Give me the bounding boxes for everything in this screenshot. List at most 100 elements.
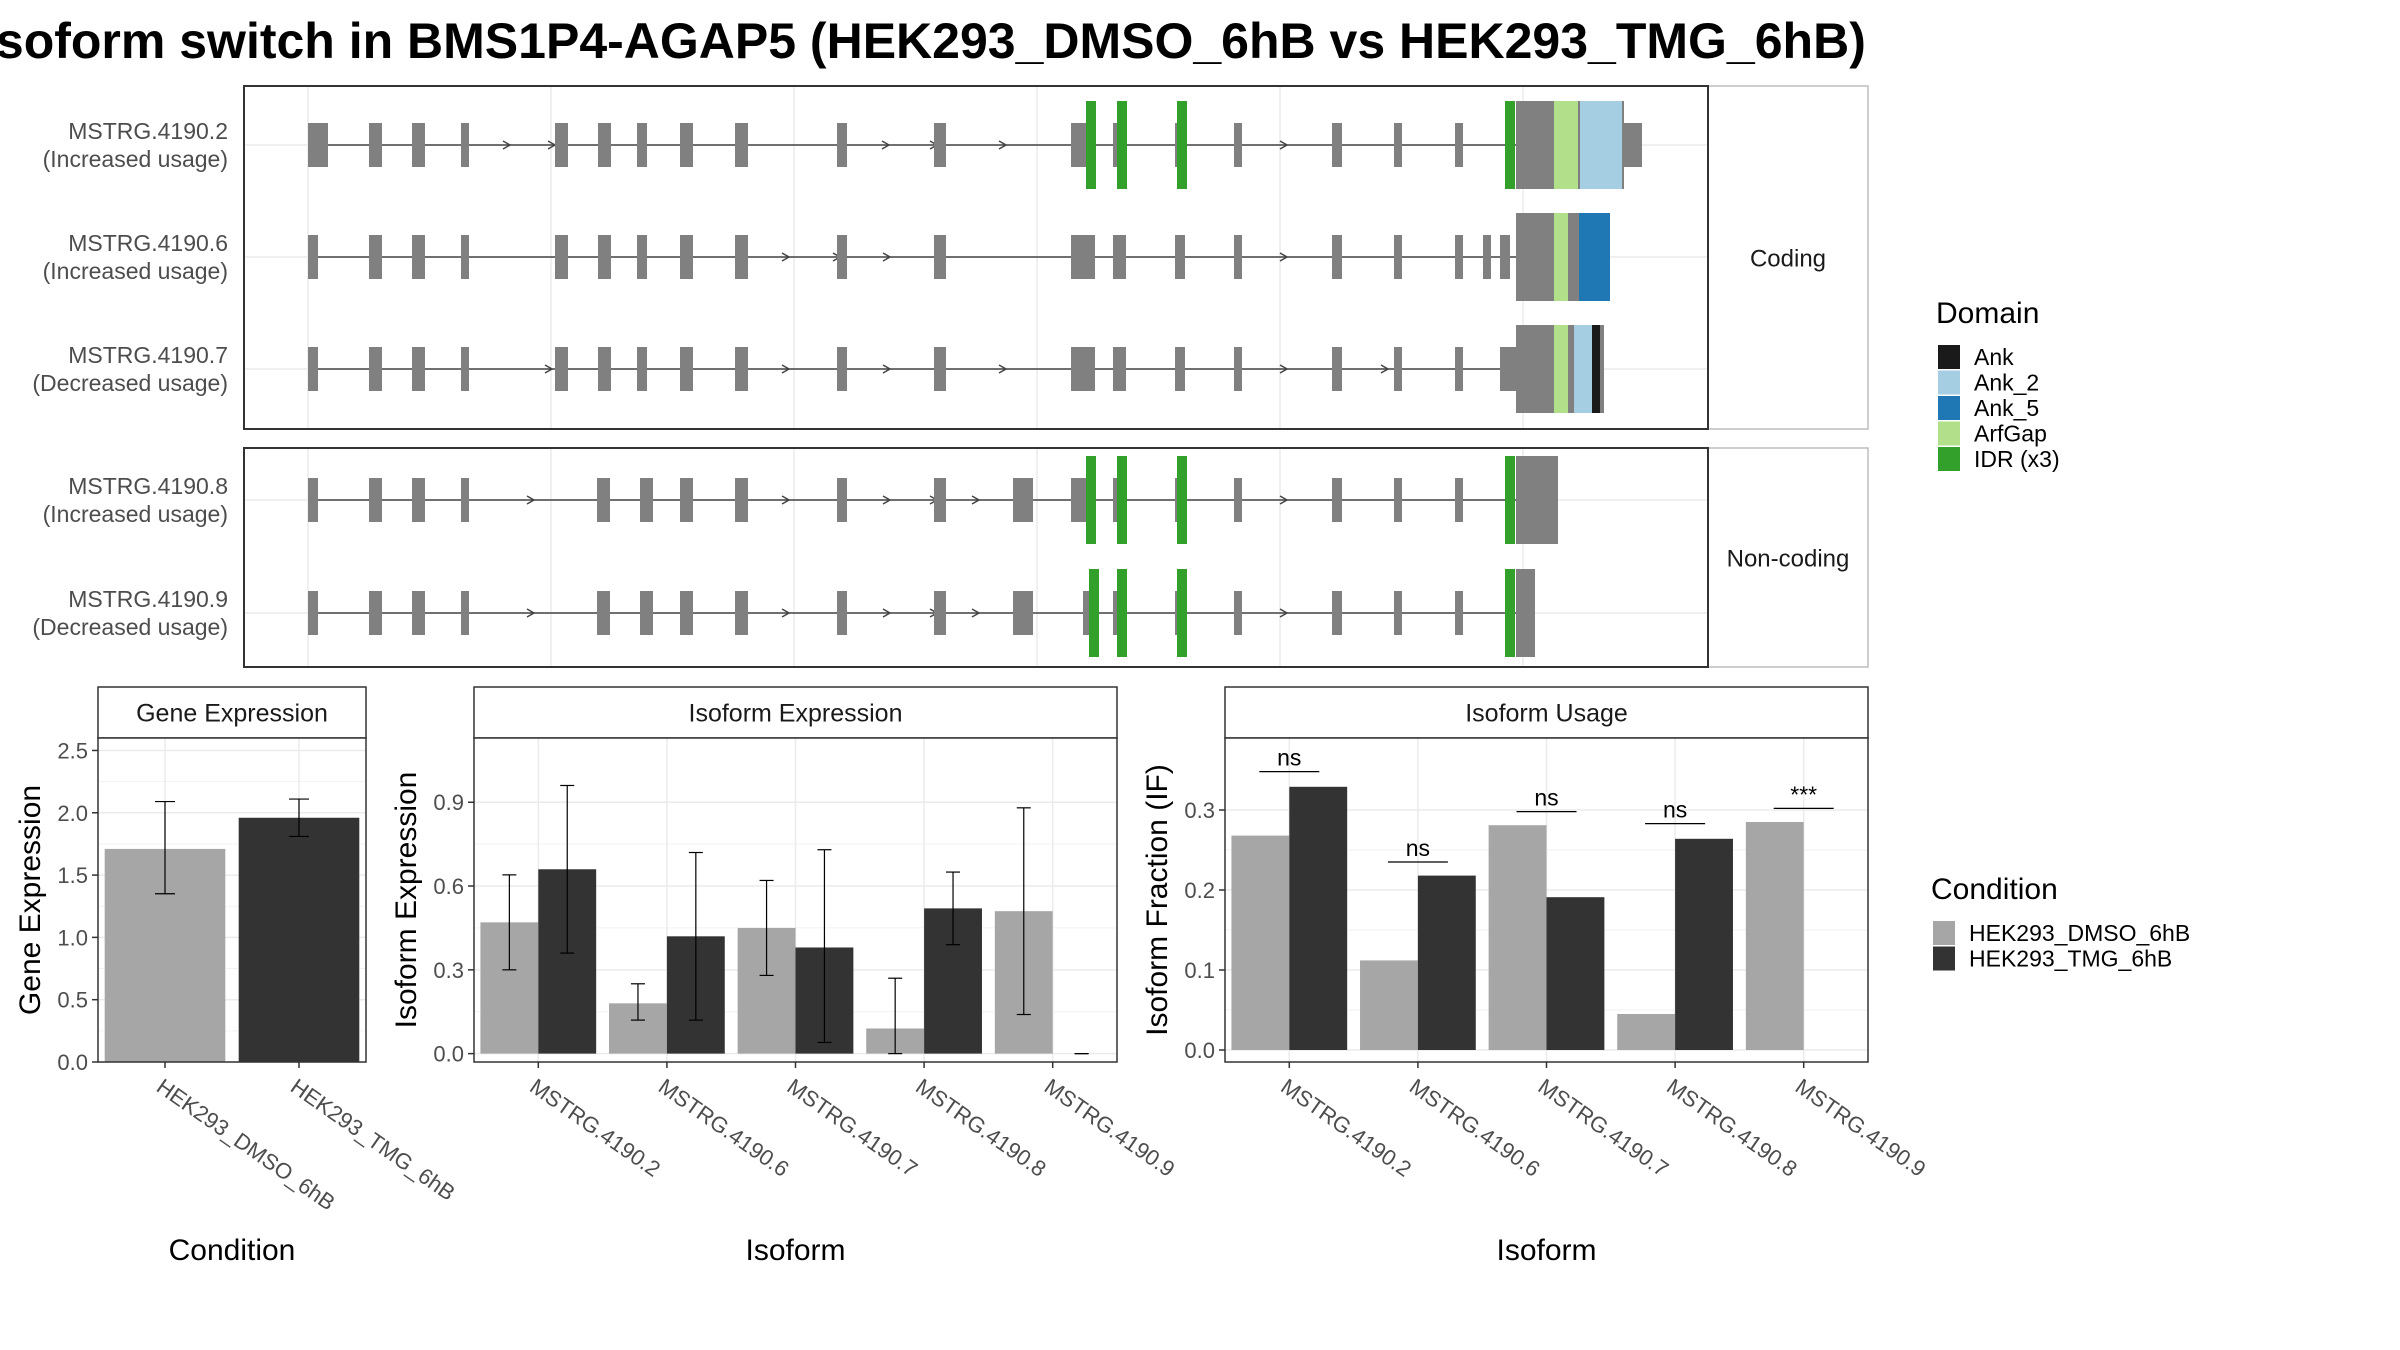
strip-label: Coding	[1750, 246, 1826, 273]
exon	[412, 591, 425, 635]
panel-strip	[473, 686, 1118, 739]
exon	[412, 347, 425, 391]
exon	[412, 235, 425, 279]
idr-domain	[1117, 456, 1127, 544]
y-tick-label: 2.5	[57, 738, 88, 763]
x-tick-label: MSTRG.4190.8	[1662, 1074, 1802, 1182]
strand-arrow	[781, 495, 791, 505]
isoform-usage-chart: Isoform Usage 0.0 0.1 0.2 0.3 ns ns ns ns *** MSTR…	[1141, 686, 1931, 1267]
exon	[308, 347, 318, 391]
strand-arrow	[971, 608, 981, 618]
exon	[934, 478, 946, 522]
strand-arrow	[1279, 364, 1289, 374]
domain-legend-label: Ank_2	[1974, 370, 2039, 396]
exon	[1455, 235, 1463, 279]
exon	[1455, 347, 1463, 391]
domain-legend-label: Ank_5	[1974, 395, 2039, 421]
strand-arrow	[781, 364, 791, 374]
significance-label: ns	[1663, 797, 1687, 823]
bar	[1231, 835, 1290, 1050]
strand-arrow	[526, 608, 536, 618]
exon	[1332, 591, 1342, 635]
significance-label: ns	[1277, 745, 1301, 771]
exon	[1234, 347, 1242, 391]
exon	[1332, 347, 1342, 391]
panel-title: Isoform Usage	[1465, 700, 1628, 728]
exon	[461, 478, 469, 522]
x-tick-label: MSTRG.4190.7	[1534, 1074, 1674, 1182]
condition-legend-label: HEK293_DMSO_6hB	[1969, 920, 2190, 946]
legend-swatch	[1933, 946, 1955, 971]
bar	[1745, 822, 1804, 1050]
transcript-name: MSTRG.4190.7	[68, 342, 228, 368]
exon	[1516, 213, 1554, 301]
gene-expression-chart: Gene Expression0.00.51.01.52.02.5HEK293_…	[14, 686, 460, 1267]
transcript-name: MSTRG.4190.6	[68, 230, 228, 256]
legend-swatch	[1933, 921, 1955, 945]
exon	[640, 478, 653, 522]
exon	[1332, 235, 1342, 279]
strand-arrow	[1279, 140, 1289, 150]
panel-border	[243, 85, 1709, 430]
significance-label: ***	[1790, 781, 1817, 807]
exon	[1516, 456, 1558, 544]
exon	[837, 478, 847, 522]
transcript-usage: (Increased usage)	[43, 258, 228, 284]
y-tick-label: 0.1	[1184, 958, 1215, 983]
exon	[1394, 123, 1402, 167]
panel-title: Isoform Expression	[689, 700, 903, 728]
x-tick-label: MSTRG.4190.2	[1276, 1074, 1416, 1182]
bar	[1417, 875, 1476, 1050]
exon	[1622, 123, 1642, 167]
transcript-usage: (Increased usage)	[43, 501, 228, 527]
domain-legend-title: Domain	[1936, 297, 2039, 330]
transcript-name: MSTRG.4190.8	[68, 473, 228, 499]
transcript-name: MSTRG.4190.9	[68, 586, 228, 612]
exon	[680, 478, 693, 522]
idr-domain	[1177, 569, 1187, 657]
exon	[555, 123, 568, 167]
exon	[1568, 213, 1579, 301]
bar	[1488, 825, 1547, 1050]
y-tick-label: 0.0	[57, 1050, 88, 1075]
protein-domain	[1579, 213, 1610, 301]
y-axis-title: Isoform Expression	[390, 772, 423, 1029]
strand-arrow	[998, 140, 1008, 150]
exon	[598, 347, 611, 391]
legend-swatch	[1938, 447, 1960, 471]
exon	[735, 347, 748, 391]
bar	[1289, 786, 1348, 1050]
exon	[461, 591, 469, 635]
idr-domain	[1177, 456, 1187, 544]
exon	[735, 235, 748, 279]
y-tick-label: 0.0	[1184, 1038, 1215, 1063]
exon	[369, 347, 382, 391]
exon	[598, 235, 611, 279]
protein-domain	[1574, 325, 1592, 413]
exon	[461, 235, 469, 279]
exon	[555, 235, 568, 279]
exon	[637, 123, 647, 167]
exon	[412, 123, 425, 167]
idr-domain	[1086, 456, 1096, 544]
transcript-structure-panel: MSTRG.4190.2(Increased usage)MSTRG.4190.…	[32, 85, 1869, 668]
x-tick-label: MSTRG.4190.9	[1791, 1074, 1931, 1182]
exon	[934, 123, 946, 167]
idr-domain	[1089, 569, 1099, 657]
strand-arrow	[1380, 364, 1390, 374]
exon	[1332, 478, 1342, 522]
strand-arrow	[781, 608, 791, 618]
condition-legend-title: Condition	[1931, 873, 2058, 906]
x-tick-label: MSTRG.4190.8	[911, 1074, 1051, 1182]
strand-arrow	[998, 364, 1008, 374]
transcript-usage: (Decreased usage)	[32, 370, 228, 396]
legend-swatch	[1938, 396, 1960, 420]
strand-arrow	[1279, 495, 1289, 505]
protein-domain	[1554, 213, 1568, 301]
exon	[680, 235, 693, 279]
exon	[1332, 123, 1342, 167]
structure-panel-bg	[244, 448, 1708, 667]
strand-arrow	[882, 608, 892, 618]
x-axis-title: Isoform	[1496, 1234, 1596, 1267]
